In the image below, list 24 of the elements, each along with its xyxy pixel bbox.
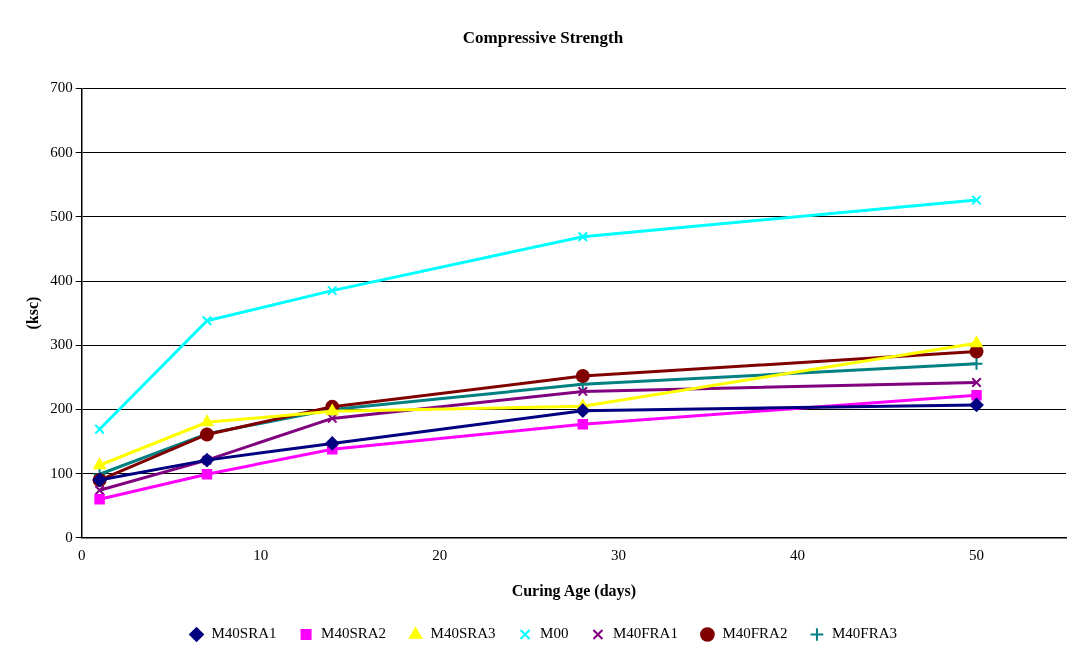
y-tick-label: 500 <box>50 207 73 224</box>
legend-label: M40FRA2 <box>722 625 788 642</box>
legend-label: M40SRA3 <box>430 625 496 642</box>
y-tick-label: 600 <box>50 143 73 160</box>
y-tick-label: 200 <box>50 400 73 417</box>
y-tick-label: 100 <box>50 464 73 481</box>
x-tick-label: 30 <box>611 546 627 563</box>
y-tick-label: 300 <box>50 336 73 353</box>
legend-label: M40FRA3 <box>831 625 897 642</box>
x-axis-title: Curing Age (days) <box>511 581 637 600</box>
x-tick-label: 0 <box>77 546 86 563</box>
x-tick-label: 40 <box>790 546 806 563</box>
chart-title: Compressive Strength <box>462 27 624 47</box>
y-tick-label: 700 <box>50 79 73 96</box>
y-tick-label: 400 <box>50 271 73 288</box>
x-tick-label: 20 <box>432 546 448 563</box>
legend-label: M00 <box>540 625 569 642</box>
legend-label: M40SRA2 <box>321 625 387 642</box>
x-tick-label: 10 <box>253 546 269 563</box>
x-tick-label: 50 <box>969 546 985 563</box>
y-axis-title: (ksc) <box>23 296 42 330</box>
legend-label: M40SRA1 <box>211 625 277 642</box>
legend-label: M40FRA1 <box>612 625 678 642</box>
y-tick-label: 0 <box>65 528 73 545</box>
